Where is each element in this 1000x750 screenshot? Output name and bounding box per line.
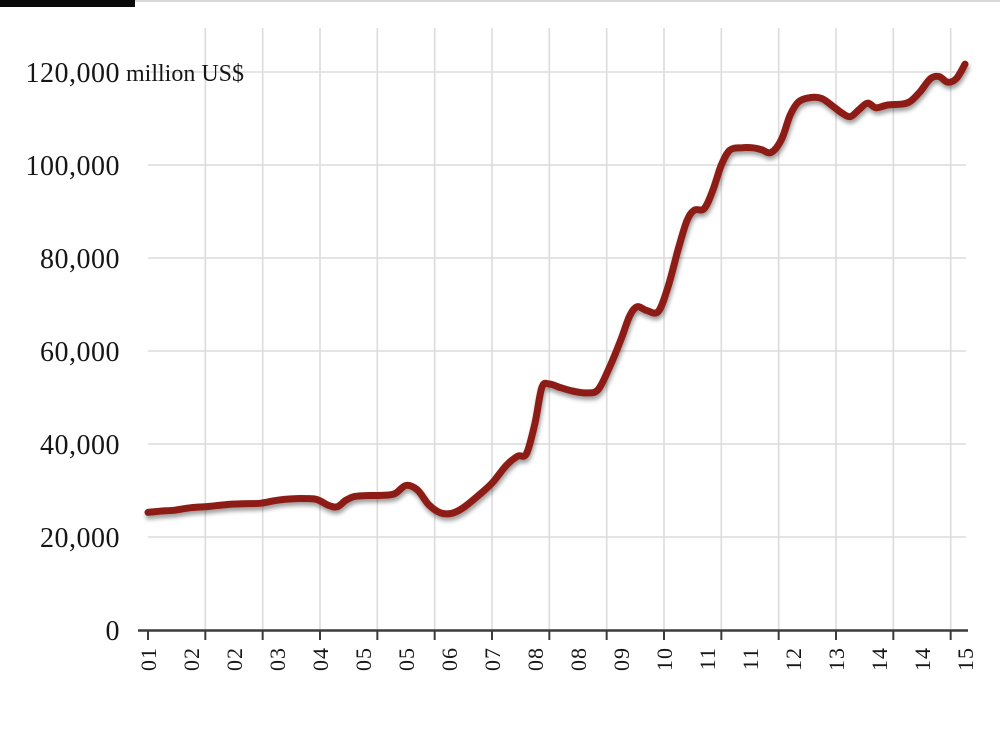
- y-axis-label: 40,000: [40, 430, 120, 461]
- x-axis-label: 04: [308, 647, 333, 671]
- series-line: [144, 60, 969, 518]
- x-axis-label: 05: [394, 647, 419, 671]
- x-axis-label: 09: [609, 647, 634, 671]
- x-axis-label: 14: [867, 647, 892, 671]
- x-axis-labels: 01 02 02 03 04 05 05 06 07 08 08 09 10 11 11 12 13 14 14 15: [136, 647, 978, 671]
- x-axis-label: 02: [179, 647, 204, 671]
- unit-label: million US$: [126, 61, 244, 87]
- x-axis-label: 14: [910, 647, 935, 671]
- x-axis: [138, 629, 968, 640]
- x-axis-label: 11: [738, 647, 763, 670]
- y-axis-label: 80,000: [40, 244, 120, 275]
- x-axis-label: 12: [781, 647, 806, 671]
- y-axis-label: 120,000: [26, 58, 121, 89]
- x-axis-label: 15: [953, 647, 978, 671]
- y-axis-label: 20,000: [40, 523, 120, 554]
- y-axis-label: 60,000: [40, 337, 120, 368]
- x-axis-label: 02: [222, 647, 247, 671]
- top-edge-artifact: [0, 0, 135, 7]
- x-axis-label: 07: [480, 647, 505, 671]
- x-axis-label: 05: [351, 647, 376, 671]
- x-axis-label: 10: [652, 647, 677, 671]
- x-axis-label: 11: [695, 647, 720, 670]
- y-axis-labels: 0 20,000 40,000 60,000 80,000 100,000 120,000: [26, 58, 121, 647]
- x-axis-label: 08: [523, 647, 548, 671]
- x-axis-label: 08: [566, 647, 591, 671]
- x-axis-label: 01: [136, 647, 161, 671]
- y-axis-label: 100,000: [26, 151, 121, 182]
- x-axis-label: 06: [437, 647, 462, 671]
- gridlines: [148, 28, 966, 630]
- data-series: [144, 60, 969, 518]
- x-axis-label: 13: [824, 647, 849, 671]
- x-axis-label: 03: [265, 647, 290, 671]
- top-edge-line: [0, 0, 1000, 2]
- y-axis-label: 0: [106, 616, 121, 647]
